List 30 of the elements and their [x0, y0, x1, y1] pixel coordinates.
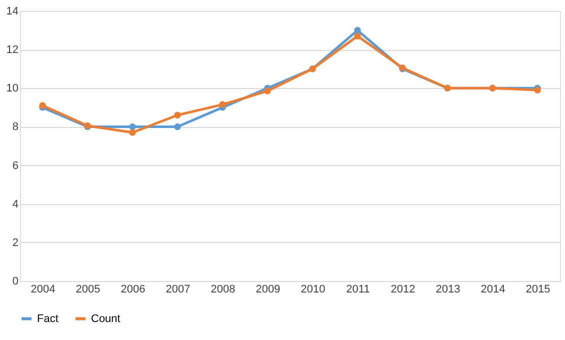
- point: [354, 26, 361, 34]
- x-tick-label: 2005: [76, 284, 100, 296]
- y-tick-label: 8: [12, 121, 18, 134]
- y-tick-label: 12: [6, 44, 18, 56]
- point: [174, 123, 181, 130]
- y-tick-label: 6: [12, 160, 18, 172]
- y-tick-label: 10: [6, 82, 18, 95]
- y-tick-label: 2: [12, 236, 18, 249]
- x-tick-label: 2007: [166, 284, 190, 296]
- x-tick-label: 2010: [300, 284, 326, 296]
- x-tick-label: 2008: [210, 284, 236, 296]
- point: [219, 101, 226, 108]
- x-tick-label: 2013: [436, 284, 460, 296]
- x-tick-label: 2011: [346, 284, 370, 296]
- x-tick-label: 2004: [30, 284, 56, 296]
- point: [129, 129, 136, 136]
- x-tick-label: 2009: [256, 284, 280, 296]
- point: [129, 123, 136, 130]
- legend-label: Fact: [37, 312, 58, 325]
- x-tick-label: 2015: [526, 284, 550, 296]
- x-tick-label: 2012: [390, 284, 416, 296]
- y-tick-label: 0: [12, 276, 18, 288]
- y-tick-label: 14: [6, 6, 18, 18]
- point: [174, 112, 181, 118]
- x-tick-label: 2014: [480, 284, 506, 296]
- legend-label: Count: [91, 312, 120, 325]
- x-tick-label: 2006: [120, 284, 146, 296]
- point: [354, 32, 361, 40]
- point: [264, 88, 271, 94]
- y-tick-label: 4: [12, 198, 18, 210]
